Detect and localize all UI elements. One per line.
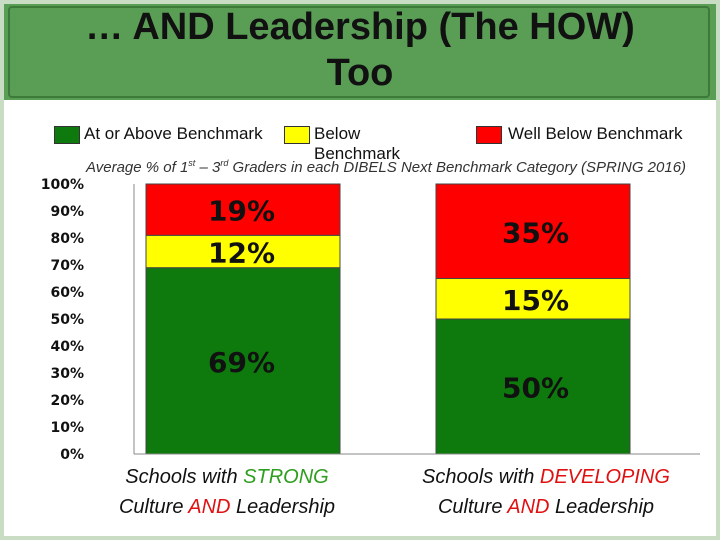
y-tick-label: 90% <box>50 204 84 220</box>
chart-subtitle: Average % of 1st – 3rd Graders in each D… <box>86 154 696 177</box>
title-banner-outline <box>8 6 710 98</box>
data-label: 69% <box>208 346 275 379</box>
cat1-highlight: DEVELOPING <box>539 466 670 488</box>
cat1-prefix: Schools with <box>422 466 540 488</box>
legend-swatch-at-or-above <box>54 126 80 144</box>
bar-segment <box>145 183 341 236</box>
y-tick-label: 100% <box>41 177 84 193</box>
bar-segment <box>435 278 631 320</box>
cat0-line2-highlight: AND <box>188 496 231 518</box>
data-label: 12% <box>208 237 275 270</box>
chart-legend: At or Above Benchmark Below Benchmark We… <box>0 124 720 163</box>
category-label-developing-line2: Culture AND Leadership <box>396 492 696 522</box>
category-label-developing-line1: Schools with DEVELOPING <box>396 462 696 492</box>
subtitle-sup-1: st <box>188 158 196 168</box>
y-tick-label: 40% <box>50 339 84 355</box>
bar-segment <box>145 234 341 269</box>
legend-label-below: Below Benchmark <box>314 124 414 164</box>
subtitle-text-2: – 3 <box>195 159 221 176</box>
y-tick-label: 70% <box>50 258 84 274</box>
legend-swatch-well-below <box>476 126 502 144</box>
y-tick-label: 60% <box>50 285 84 301</box>
category-label-strong: Schools with STRONG Culture AND Leadersh… <box>82 462 372 522</box>
subtitle-sup-2: rd <box>220 158 229 168</box>
category-label-developing: Schools with DEVELOPING Culture AND Lead… <box>396 462 696 522</box>
cat1-line2-prefix: Culture <box>437 496 508 518</box>
bar-segment <box>435 183 631 279</box>
cat0-highlight: STRONG <box>243 466 329 488</box>
cat0-line2-suffix: Leadership <box>230 496 336 518</box>
legend-swatch-below <box>284 126 310 144</box>
cat0-line2-prefix: Culture <box>118 496 189 518</box>
data-label: 35% <box>502 216 569 249</box>
cat0-prefix: Schools with <box>125 466 244 488</box>
title-line-1: … AND Leadership (The HOW) <box>85 6 635 48</box>
bar-segment <box>145 267 341 455</box>
data-label: 50% <box>502 372 569 405</box>
legend-label-below-text: Below Benchmark <box>314 124 400 163</box>
cat1-line2-highlight: AND <box>507 496 550 518</box>
data-label: 19% <box>208 195 275 228</box>
subtitle-text-1: Average % of 1 <box>86 159 189 176</box>
title-line-2: Too <box>326 52 394 94</box>
category-label-strong-line2: Culture AND Leadership <box>82 492 372 522</box>
bar-segment <box>435 318 631 455</box>
data-label: 15% <box>502 284 569 317</box>
category-label-strong-line1: Schools with STRONG <box>82 462 372 492</box>
y-tick-label: 30% <box>50 366 84 382</box>
title-banner <box>4 4 716 100</box>
y-tick-label: 50% <box>50 312 84 328</box>
legend-label-well-below: Well Below Benchmark <box>508 124 683 143</box>
legend-label-at-or-above: At or Above Benchmark <box>84 124 263 143</box>
subtitle-text-3: Graders in each DIBELS Next Benchmark Ca… <box>228 159 687 176</box>
slide-title: … AND Leadership (The HOW) Too <box>0 4 720 96</box>
y-tick-label: 10% <box>50 420 84 436</box>
cat1-line2-suffix: Leadership <box>549 496 655 518</box>
y-tick-label: 20% <box>50 393 84 409</box>
y-tick-label: 80% <box>50 231 84 247</box>
y-tick-label: 0% <box>60 447 84 463</box>
